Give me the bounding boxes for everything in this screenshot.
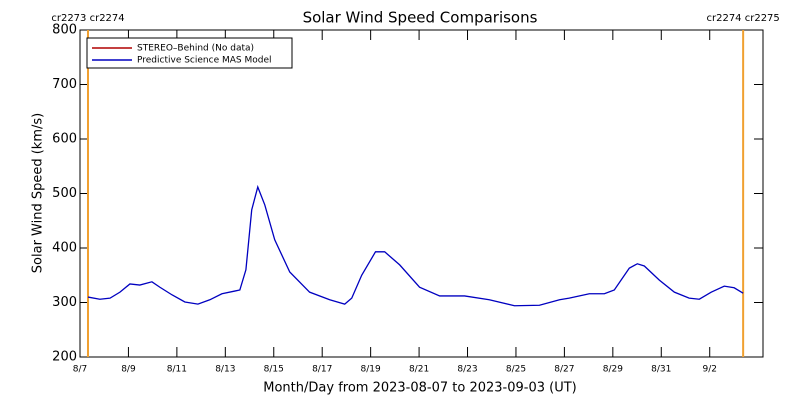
y-tick-label: 400 xyxy=(52,241,77,256)
rotation-label: cr2274 cr2275 xyxy=(706,13,779,24)
legend-box xyxy=(86,37,293,69)
chart-title: Solar Wind Speed Comparisons xyxy=(303,9,538,27)
x-tick-label: 8/15 xyxy=(264,365,284,375)
y-tick-label: 700 xyxy=(52,77,77,92)
x-tick-label: 8/17 xyxy=(312,365,332,375)
x-tick-label: 8/21 xyxy=(409,365,429,375)
rotation-label: cr2273 cr2274 xyxy=(51,13,124,24)
x-tick-label: 8/19 xyxy=(361,365,381,375)
y-tick-label: 200 xyxy=(52,350,77,365)
y-tick-label: 500 xyxy=(52,186,77,201)
legend-label: STEREO–Behind (No data) xyxy=(137,44,254,54)
x-tick-label: 8/27 xyxy=(554,365,574,375)
x-tick-label: 8/9 xyxy=(121,365,136,375)
y-axis-label: Solar Wind Speed (km/s) xyxy=(31,113,46,273)
x-tick-label: 8/31 xyxy=(651,365,671,375)
x-tick-label: 8/7 xyxy=(73,365,87,375)
x-tick-label: 8/13 xyxy=(215,365,235,375)
y-tick-label: 600 xyxy=(52,132,77,147)
x-tick-label: 8/23 xyxy=(457,365,477,375)
x-tick-label: 9/2 xyxy=(702,365,716,375)
plot-frame xyxy=(79,29,764,358)
legend-label: Predictive Science MAS Model xyxy=(137,56,272,66)
x-tick-label: 8/25 xyxy=(506,365,526,375)
y-tick-label: 300 xyxy=(52,295,77,310)
series-line xyxy=(87,184,744,307)
x-tick-label: 8/11 xyxy=(167,365,187,375)
y-tick-label: 800 xyxy=(52,23,77,38)
x-tick-label: 8/29 xyxy=(603,365,623,375)
x-axis-label: Month/Day from 2023-08-07 to 2023-09-03 … xyxy=(263,381,576,396)
